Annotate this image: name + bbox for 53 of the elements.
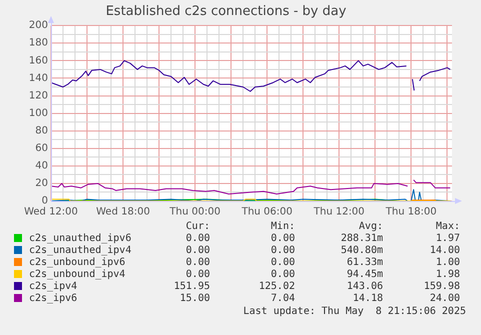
legend-label: c2s_ipv6 — [28, 293, 78, 305]
y-tick-label: 140 — [28, 72, 48, 84]
text: 143.06 — [346, 281, 383, 293]
y-tick-label: 40 — [35, 160, 48, 172]
y-tick-label: 180 — [28, 38, 48, 49]
y-tick-label: 0 — [42, 196, 48, 207]
chart-title: Established c2s connections - by day — [106, 4, 347, 20]
text: 0.00 — [184, 245, 210, 257]
text: 94.45m — [346, 269, 383, 281]
text: Min: — [270, 221, 295, 233]
text: 0.00 — [184, 269, 210, 281]
text: 159.98 — [422, 281, 460, 293]
y-tick-label: 200 — [28, 20, 48, 32]
legend-label: c2s_unbound_ipv6 — [28, 257, 126, 269]
text: 125.02 — [258, 281, 295, 293]
text: 14.18 — [352, 293, 383, 305]
text: 1.97 — [434, 233, 460, 245]
text: 0.00 — [270, 257, 295, 269]
text: Cur: — [184, 221, 210, 233]
y-tick-label: 160 — [28, 55, 48, 66]
text: Avg: — [358, 221, 383, 233]
legend-label: c2s_unbound_ipv4 — [28, 269, 126, 281]
x-tick-label: Wed 12:00 — [24, 206, 78, 218]
legend-label: c2s_unauthed_ipv4 — [28, 245, 132, 257]
text: 151.95 — [172, 281, 210, 293]
y-tick-label: 80 — [35, 125, 48, 136]
text: 288.31m — [340, 233, 383, 245]
y-tick-label: 20 — [35, 178, 48, 190]
text: 540.80m — [340, 245, 383, 257]
text: 1.00 — [434, 257, 460, 269]
x-tick-label: Thu 00:00 — [168, 206, 220, 218]
text: Max: — [434, 221, 460, 233]
legend-label: c2s_unauthed_ipv6 — [28, 233, 132, 245]
x-tick-label: Thu 06:00 — [240, 206, 292, 218]
text: 15.00 — [178, 293, 210, 305]
text: 0.00 — [270, 269, 295, 281]
x-tick-label: Wed 18:00 — [96, 206, 150, 218]
y-tick-label: 100 — [28, 108, 48, 119]
x-tick-label: Thu 12:00 — [312, 206, 365, 218]
y-tick-label: 60 — [35, 142, 48, 154]
x-tick-label: Thu 18:00 — [384, 206, 437, 218]
text: 0.00 — [184, 257, 210, 269]
text: 1.98 — [434, 269, 460, 281]
text: 14.00 — [428, 245, 460, 257]
text: Last update: Thu May 8 21:15:06 2025 — [243, 306, 466, 317]
text: 24.00 — [428, 293, 460, 305]
text: 0.00 — [184, 233, 210, 245]
y-tick-label: 120 — [28, 90, 48, 102]
text: 61.33m — [346, 257, 383, 269]
legend-label: c2s_ipv4 — [28, 281, 78, 293]
text: 0.00 — [270, 245, 295, 257]
text: 0.00 — [270, 233, 295, 245]
text: 7.04 — [270, 293, 295, 305]
